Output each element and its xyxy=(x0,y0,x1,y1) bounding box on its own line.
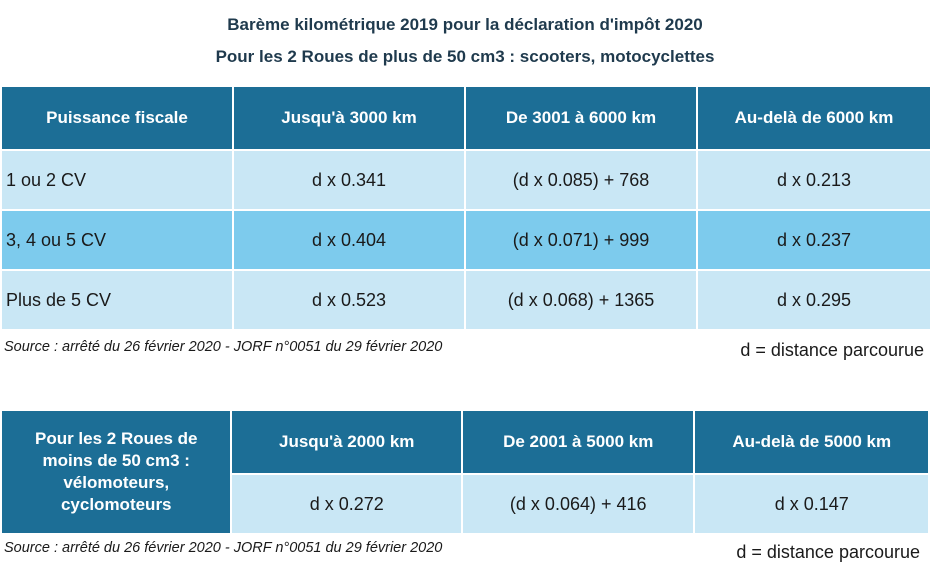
category-line: vélomoteurs, xyxy=(63,473,170,492)
table-row: Plus de 5 CV d x 0.523 (d x 0.068) + 136… xyxy=(2,271,930,329)
source-note: Source : arrêté du 26 février 2020 - JOR… xyxy=(4,540,443,556)
bareme-table-over-50cm3: Puissance fiscale Jusqu'à 3000 km De 300… xyxy=(0,85,930,331)
table-header-row: Puissance fiscale Jusqu'à 3000 km De 300… xyxy=(2,87,930,149)
distance-legend: d = distance parcourue xyxy=(736,542,920,562)
table-row: d x 0.272 (d x 0.064) + 416 d x 0.147 xyxy=(2,475,928,533)
category-line: moins de 50 cm3 : xyxy=(42,451,190,470)
source-note: Source : arrêté du 26 février 2020 - JOR… xyxy=(4,339,443,355)
row-label: 1 ou 2 CV xyxy=(2,151,232,209)
row-label: 3, 4 ou 5 CV xyxy=(2,211,232,269)
header-3001-6000: De 3001 à 6000 km xyxy=(466,87,696,149)
category-line: Pour les 2 Roues de xyxy=(34,429,198,448)
page-title: Barème kilométrique 2019 pour la déclara… xyxy=(227,15,703,34)
header-au-dela-5000: Au-delà de 5000 km xyxy=(695,411,928,473)
header-2001-5000: De 2001 à 5000 km xyxy=(462,411,694,473)
table-header-row: Pour les 2 Roues de moins de 50 cm3 : vé… xyxy=(2,411,928,533)
table-cell: (d x 0.085) + 768 xyxy=(466,151,696,209)
table-row: 1 ou 2 CV d x 0.341 (d x 0.085) + 768 d … xyxy=(2,151,930,209)
table-row: 3, 4 ou 5 CV d x 0.404 (d x 0.071) + 999… xyxy=(2,211,930,269)
table-cell: d x 0.404 xyxy=(234,211,464,269)
bareme-table-under-50cm3: Pour les 2 Roues de moins de 50 cm3 : vé… xyxy=(0,409,930,535)
table-cell: d x 0.272 xyxy=(232,475,461,533)
table-cell: d x 0.213 xyxy=(698,151,930,209)
table-cell: d x 0.147 xyxy=(695,475,928,533)
header-au-dela-6000: Au-delà de 6000 km xyxy=(698,87,930,149)
table-cell: d x 0.295 xyxy=(698,271,930,329)
row-label: Plus de 5 CV xyxy=(2,271,232,329)
header-puissance-fiscale: Puissance fiscale xyxy=(2,87,232,149)
table-cell: d x 0.237 xyxy=(698,211,930,269)
header-category: Pour les 2 Roues de moins de 50 cm3 : vé… xyxy=(2,411,231,533)
table-cell: d x 0.523 xyxy=(234,271,464,329)
table-cell: d x 0.341 xyxy=(234,151,464,209)
table-cell: (d x 0.068) + 1365 xyxy=(466,271,696,329)
page-subtitle: Pour les 2 Roues de plus de 50 cm3 : sco… xyxy=(215,47,715,66)
distance-legend: d = distance parcourue xyxy=(740,340,924,360)
category-line: cyclomoteurs xyxy=(60,495,172,514)
header-jusqu-3000: Jusqu'à 3000 km xyxy=(234,87,464,149)
header-jusqu-2000: Jusqu'à 2000 km xyxy=(232,411,461,473)
table-cell: (d x 0.064) + 416 xyxy=(462,475,694,533)
table-cell: (d x 0.071) + 999 xyxy=(466,211,696,269)
